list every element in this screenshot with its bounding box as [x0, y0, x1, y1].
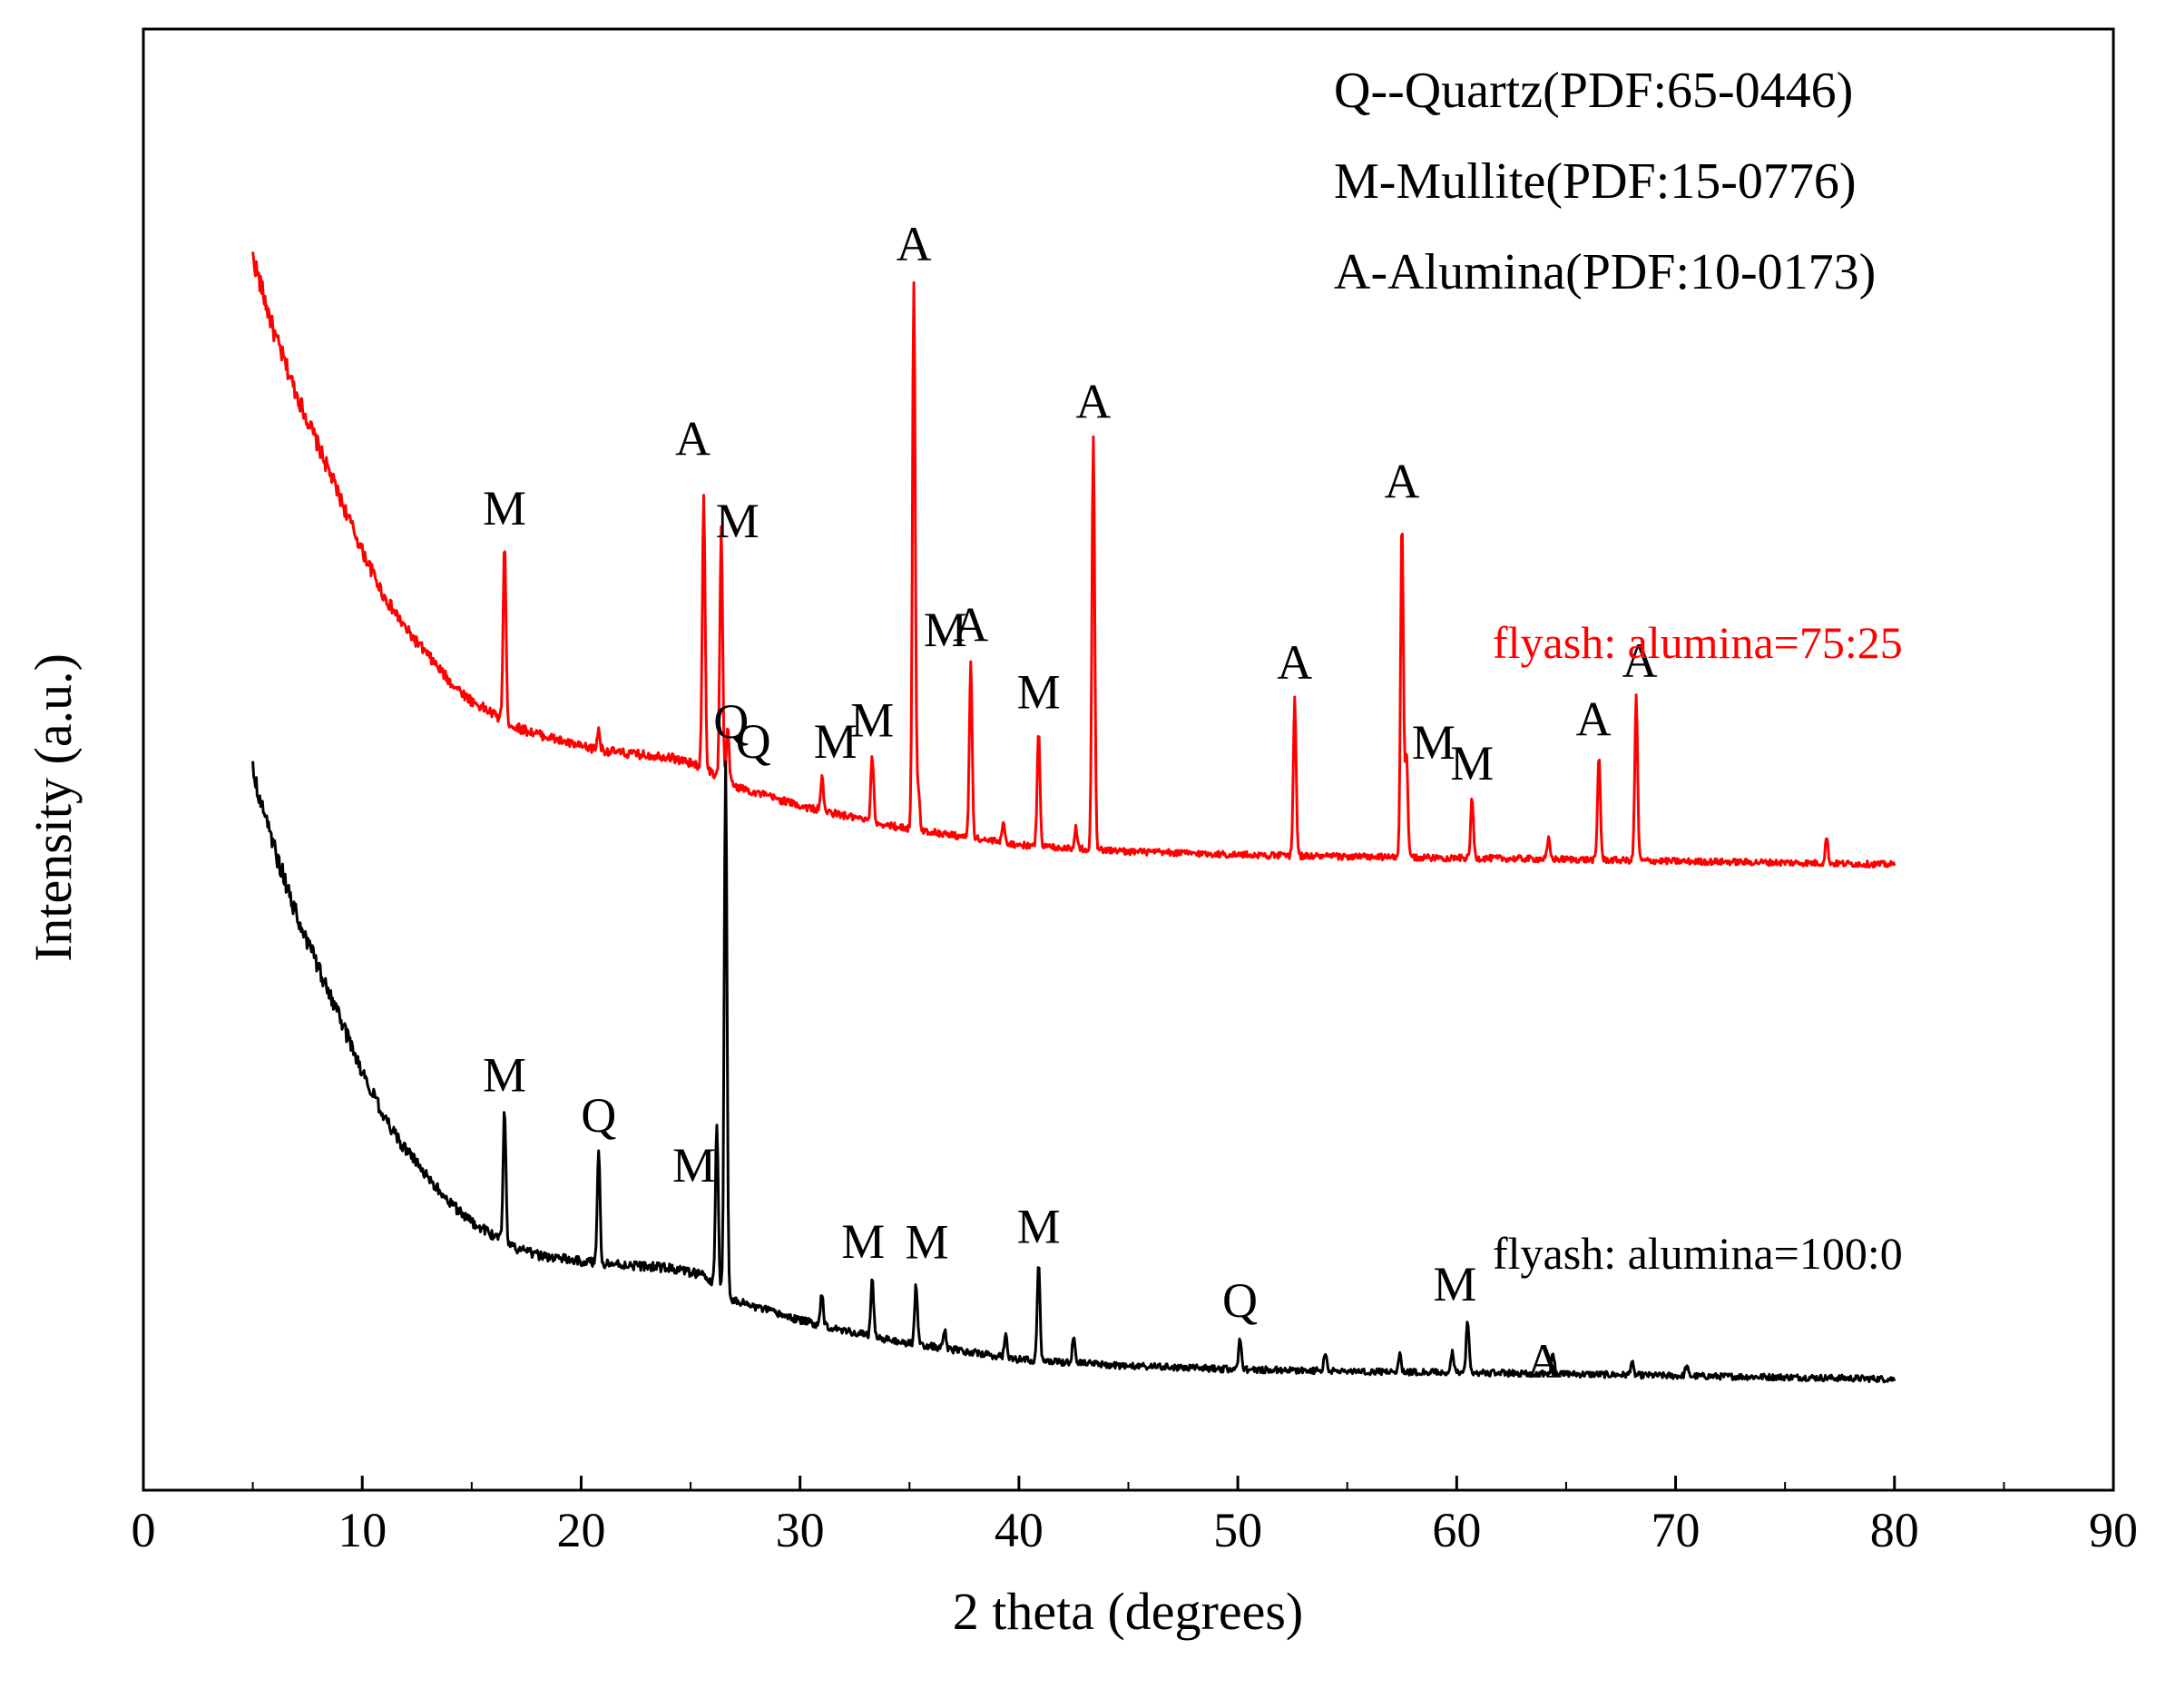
peak-label-a: A [1576, 692, 1612, 746]
series-line-0 [251, 251, 1896, 869]
peak-label-m: M [672, 1138, 716, 1193]
peak-label-a: A [1385, 454, 1420, 508]
peak-label-a: A [1277, 635, 1312, 690]
legend-entry-quartz: Q--Quartz(PDF:65-0446) [1334, 63, 1853, 119]
peak-label-a: A [1526, 1334, 1562, 1389]
peak-label-a: A [1075, 374, 1111, 428]
peak-label-m: M [924, 603, 967, 657]
legend-entry-mullite: M-Mullite(PDF:15-0776) [1334, 153, 1857, 210]
peak-label-m: M [850, 693, 894, 748]
peak-label-m: M [1433, 1257, 1476, 1311]
series-group [251, 251, 1896, 1384]
peak-label-a: A [953, 598, 988, 653]
x-tick-label: 0 [132, 1503, 156, 1557]
x-axis-title: 2 theta (degrees) [953, 1582, 1303, 1641]
x-tick-label: 90 [2089, 1503, 2138, 1557]
peak-label-m: M [1450, 736, 1494, 790]
x-tick-label: 20 [556, 1503, 605, 1557]
peak-label-q: Q [1222, 1273, 1258, 1328]
x-tick-label: 60 [1432, 1503, 1481, 1557]
series-label-100-0: flyash: alumina=100:0 [1493, 1228, 1903, 1279]
peak-label-m: M [483, 481, 526, 535]
legend: Q--Quartz(PDF:65-0446) M-Mullite(PDF:15-… [1334, 63, 1876, 300]
x-tick-label: 30 [776, 1503, 825, 1557]
x-tick-label: 40 [995, 1503, 1044, 1557]
y-axis-title: Intensity (a.u.) [24, 653, 83, 962]
peak-label-a: A [897, 217, 932, 271]
series-line-1 [251, 760, 1896, 1384]
peak-label-a: A [675, 412, 711, 466]
peak-label-q: Q [736, 714, 771, 769]
peak-label-m: M [1412, 715, 1455, 770]
peak-label-m: M [814, 714, 858, 769]
legend-entry-alumina: A-Alumina(PDF:10-0173) [1334, 244, 1876, 300]
peak-label-q: Q [581, 1088, 616, 1143]
peak-label-a: A [1622, 633, 1658, 688]
peak-label-m: M [716, 494, 760, 548]
peak-label-m: M [483, 1047, 526, 1102]
peak-label-m: M [905, 1214, 948, 1269]
x-tick-label: 80 [1870, 1503, 1919, 1557]
peak-label-m: M [1017, 665, 1061, 720]
x-tick-label: 50 [1213, 1503, 1262, 1557]
x-tick-label: 10 [338, 1503, 387, 1557]
x-tick-label: 70 [1651, 1503, 1700, 1557]
peak-label-m: M [1017, 1199, 1061, 1253]
peak-label-m: M [841, 1214, 885, 1269]
series-label-75-25: flyash: alumina=75:25 [1493, 617, 1903, 668]
peak-label-q: Q [713, 694, 749, 749]
x-axis-ticks: 0 10 20 30 40 50 60 70 80 90 [132, 1476, 2138, 1557]
